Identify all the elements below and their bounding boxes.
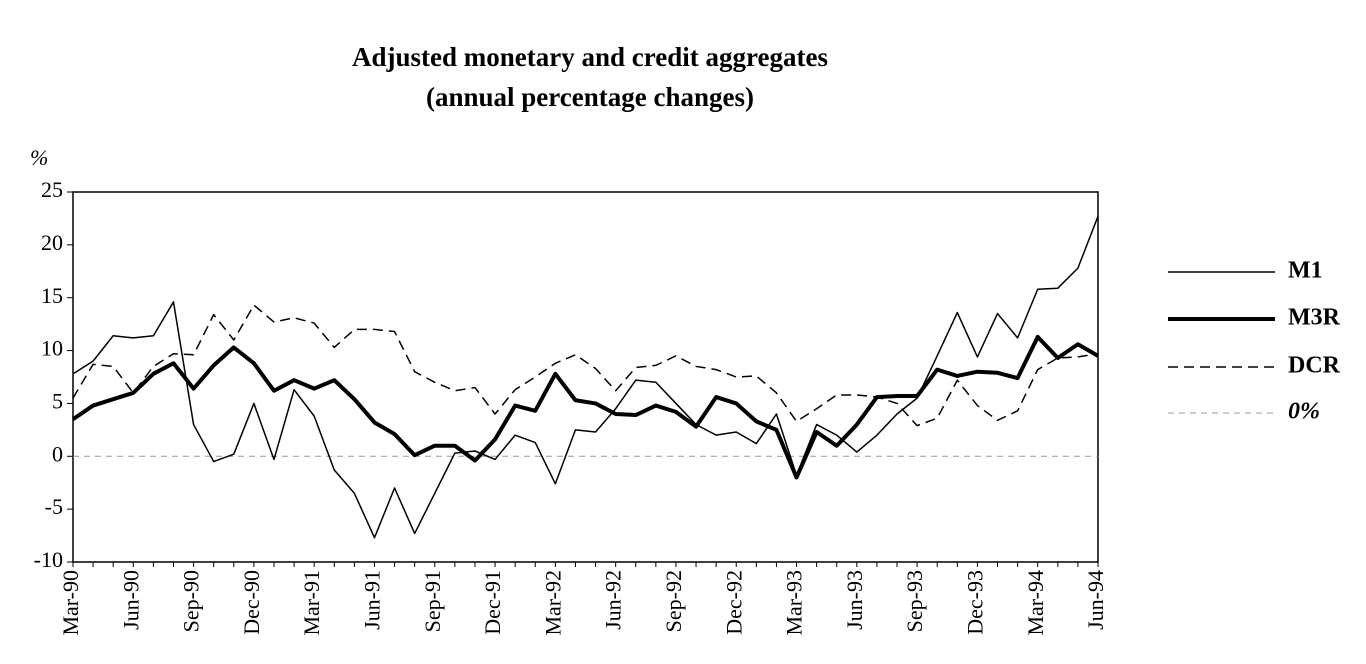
x-tick-label: Jun-94 <box>1083 570 1108 630</box>
x-tick-label: Mar-94 <box>1023 570 1048 636</box>
x-tick-label: Sep-93 <box>902 570 927 632</box>
x-tick-label: Mar-91 <box>299 570 324 636</box>
x-tick-label: Dec-90 <box>239 570 264 635</box>
y-tick-label: 15 <box>41 283 63 308</box>
legend-label: M3R <box>1288 305 1341 331</box>
y-tick-label: 0 <box>52 441 63 466</box>
y-tick-label: 5 <box>52 388 63 413</box>
legend-label: M1 <box>1288 258 1323 284</box>
x-tick-label: Dec-91 <box>480 570 505 635</box>
legend-label: 0% <box>1288 399 1320 425</box>
y-tick-label: -10 <box>34 547 63 572</box>
x-tick-label: Dec-92 <box>721 570 746 635</box>
y-axis-label: % <box>30 145 48 170</box>
x-tick-label: Mar-92 <box>540 570 565 636</box>
chart-title: Adjusted monetary and credit aggregates <box>352 42 828 72</box>
y-tick-label: -5 <box>45 494 63 519</box>
x-tick-label: Sep-90 <box>179 570 204 632</box>
series-line <box>72 216 1099 539</box>
plot-area <box>72 191 1099 563</box>
legend-label: DCR <box>1288 353 1341 379</box>
y-tick-label: 20 <box>41 230 63 255</box>
x-tick-label: Sep-92 <box>661 570 686 632</box>
x-tick-label: Jun-90 <box>118 570 143 630</box>
x-tick-label: Mar-93 <box>782 570 807 636</box>
x-tick-label: Sep-91 <box>420 570 445 632</box>
y-tick-label: 10 <box>41 336 63 361</box>
series-line <box>71 334 1100 480</box>
x-tick-label: Dec-93 <box>962 570 987 635</box>
x-tick-label: Mar-90 <box>58 570 83 636</box>
x-tick-label: Jun-92 <box>601 570 626 630</box>
x-tick-label: Jun-91 <box>360 570 385 630</box>
y-tick-label: 25 <box>41 177 63 202</box>
chart-subtitle: (annual percentage changes) <box>426 82 754 112</box>
series-line <box>72 304 1099 427</box>
x-tick-label: Jun-93 <box>842 570 867 630</box>
